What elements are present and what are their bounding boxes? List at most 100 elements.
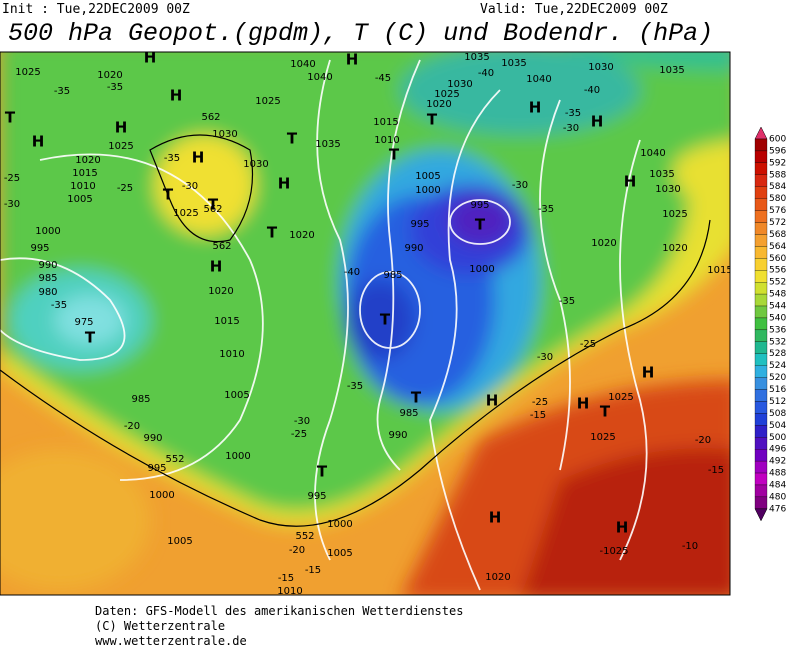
contour-label: 1025 [108,141,133,152]
contour-label: -35 [51,300,67,311]
colorbar-cell [754,472,768,486]
colorbar-label: 572 [769,218,786,228]
colorbar-label: 480 [769,492,786,502]
pressure-center: H [346,51,359,69]
pressure-center: H [591,113,604,131]
contour-label: 1025 [662,209,687,220]
colorbar-label: 520 [769,373,786,383]
contour-label: 1015 [214,316,239,327]
map-frame [0,51,731,596]
colorbar-label: 588 [769,170,786,180]
colorbar-cell [754,198,768,211]
pressure-center: H [144,49,157,67]
contour-label: 1035 [649,169,674,180]
colorbar-cell [754,270,768,283]
contour-label: 1040 [290,59,315,70]
contour-label: 1040 [526,74,551,85]
contour-label: 995 [410,219,429,230]
contour-label: -25 [580,339,596,350]
pressure-center: H [192,149,205,167]
colorbar-label: 576 [769,206,786,216]
colorbar-cell [754,377,768,390]
contour-label: -20 [124,421,140,432]
contour-label: -35 [107,82,123,93]
contour-label: 1000 [415,185,440,196]
contour-label: 980 [38,287,57,298]
colorbar-cell [754,329,768,342]
contour-label: -40 [584,85,600,96]
contour-label: 1040 [640,148,665,159]
colorbar-cell [754,138,768,152]
contour-label: -30 [537,352,553,363]
pressure-center: T [5,109,16,127]
colorbar-cell [754,246,768,259]
colorbar-cap [754,508,768,522]
pressure-center: H [170,87,183,105]
contour-label: -35 [538,204,554,215]
colorbar-label: 516 [769,385,786,395]
contour-label: 1005 [415,171,440,182]
colorbar-cap [754,126,768,140]
colorbar-cell [754,293,768,307]
contour-label: 1035 [501,58,526,69]
colorbar-cell [754,210,768,223]
contour-label: 1020 [591,238,616,249]
contour-label: 1030 [447,79,472,90]
pressure-center: H [529,99,542,117]
colorbar-label: 596 [769,146,786,156]
pressure-center: T [287,130,298,148]
contour-label: -25 [117,183,133,194]
contour-label: -30 [563,123,579,134]
colorbar-label: 564 [769,242,786,252]
contour-label: 562 [201,112,220,123]
contour-label: 1000 [327,519,352,530]
colorbar-label: 600 [769,135,786,145]
contour-label: 1000 [149,490,174,501]
valid-time: Valid: Tue,22DEC2009 00Z [480,2,668,17]
colorbar-label: 560 [769,254,786,264]
contour-label: -15 [305,565,321,576]
contour-label: 1015 [707,265,732,276]
contour-label: 1015 [72,168,97,179]
contour-label: -40 [478,68,494,79]
contour-label: -30 [182,181,198,192]
contour-label: 1000 [469,264,494,275]
colorbar-label: 488 [769,469,786,479]
contour-label: 985 [131,394,150,405]
colorbar-cell [754,413,768,426]
contour-label: 990 [388,430,407,441]
contour-label: -15 [530,410,546,421]
colorbar-cell [754,449,768,462]
contour-label: 1020 [97,70,122,81]
contour-label: 562 [203,204,222,215]
contour-label: 562 [212,241,231,252]
contour-label: 1010 [277,586,302,597]
footer-line: (C) Wetterzentrale [95,619,225,633]
contour-label: 1020 [662,243,687,254]
colorbar-cell [754,258,768,271]
pressure-center: H [32,133,45,151]
pressure-center: H [115,119,128,137]
colorbar-cell [754,174,768,187]
colorbar-cell [754,460,768,474]
init-time: Init : Tue,22DEC2009 00Z [2,2,190,17]
contour-label: 1030 [655,184,680,195]
pressure-center: H [278,175,291,193]
footer-line: www.wetterzentrale.de [95,634,247,648]
contour-label: -35 [54,86,70,97]
contour-label: 1010 [374,135,399,146]
pressure-center: T [389,146,400,164]
pressure-center: H [489,509,502,527]
colorbar-label: 540 [769,313,786,323]
colorbar-cell [754,305,768,319]
pressure-center: T [380,311,391,329]
contour-label: -30 [294,416,310,427]
colorbar-label: 476 [769,504,786,514]
contour-label: 985 [383,270,402,281]
contour-label: 1005 [327,548,352,559]
colorbar-label: 524 [769,361,786,371]
contour-label: 995 [307,491,326,502]
pressure-center: T [600,403,611,421]
contour-label: 1020 [208,286,233,297]
colorbar-cell [754,425,768,438]
